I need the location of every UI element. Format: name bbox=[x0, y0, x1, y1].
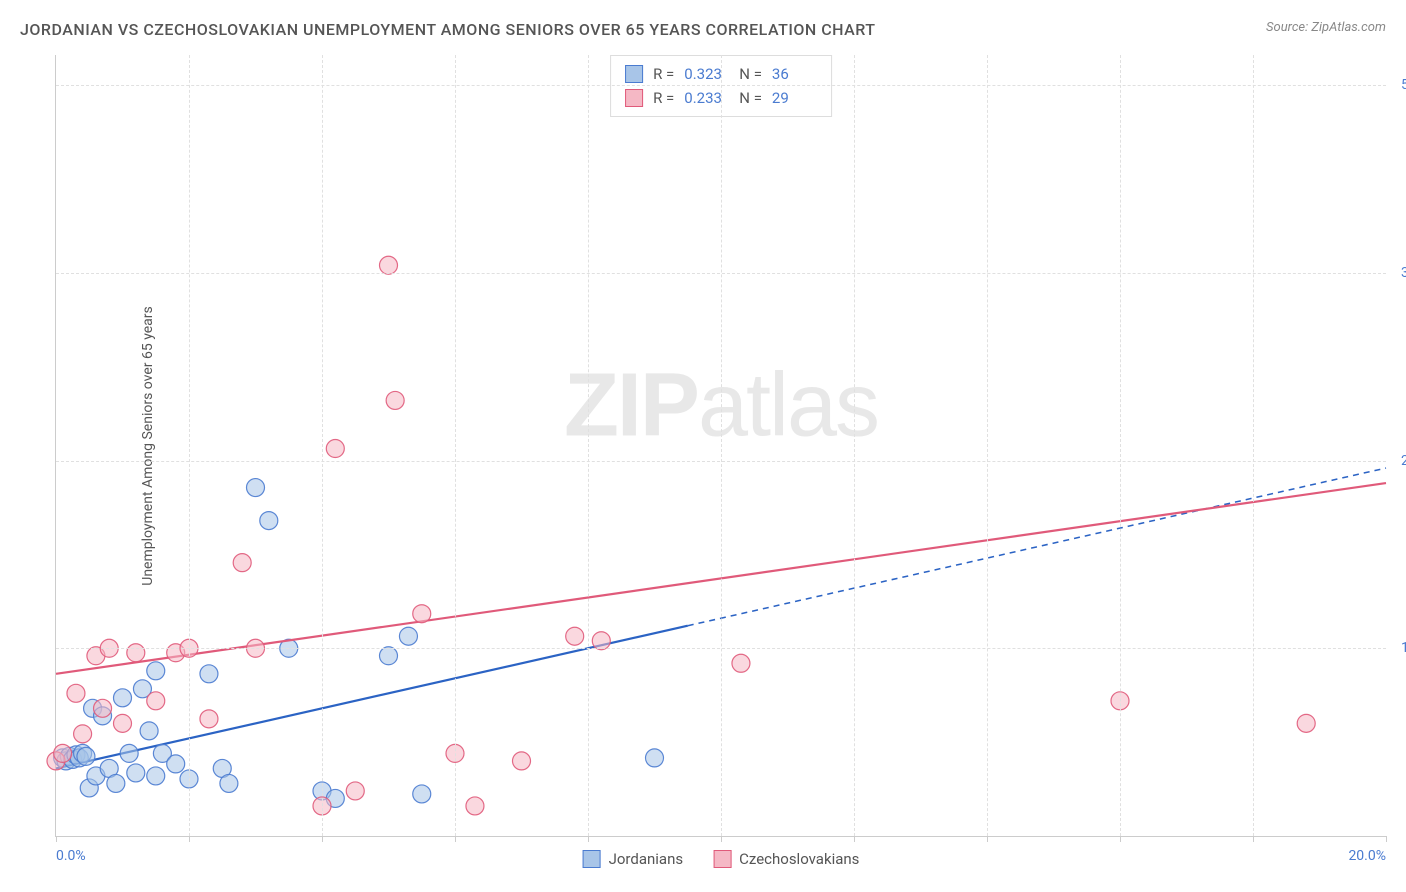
data-point bbox=[646, 749, 664, 767]
x-tick-mark bbox=[189, 836, 190, 842]
chart-container: JORDANIAN VS CZECHOSLOVAKIAN UNEMPLOYMEN… bbox=[0, 0, 1406, 892]
grid-line-vertical bbox=[721, 55, 722, 836]
data-point bbox=[147, 767, 165, 785]
data-point bbox=[147, 662, 165, 680]
x-tick-mark bbox=[1120, 836, 1121, 842]
data-point bbox=[127, 764, 145, 782]
y-tick-label: 50.0% bbox=[1391, 77, 1406, 93]
data-point bbox=[732, 654, 750, 672]
legend-swatch bbox=[625, 65, 643, 83]
grid-line-vertical bbox=[1120, 55, 1121, 836]
data-point bbox=[140, 722, 158, 740]
data-point bbox=[77, 747, 95, 765]
data-point bbox=[380, 647, 398, 665]
data-point bbox=[413, 605, 431, 623]
data-point bbox=[167, 755, 185, 773]
grid-line-vertical bbox=[322, 55, 323, 836]
data-point bbox=[592, 632, 610, 650]
legend-item: Czechoslovakians bbox=[713, 850, 859, 868]
legend-label: Jordanians bbox=[609, 850, 684, 868]
source-attribution: Source: ZipAtlas.com bbox=[1266, 20, 1386, 35]
x-tick-mark bbox=[854, 836, 855, 842]
data-point bbox=[566, 627, 584, 645]
data-point bbox=[346, 782, 364, 800]
chart-title: JORDANIAN VS CZECHOSLOVAKIAN UNEMPLOYMEN… bbox=[20, 20, 876, 39]
x-tick-mark bbox=[455, 836, 456, 842]
data-point bbox=[200, 665, 218, 683]
data-point bbox=[54, 744, 72, 762]
data-point bbox=[260, 512, 278, 530]
grid-line-vertical bbox=[987, 55, 988, 836]
legend-label: Czechoslovakians bbox=[739, 850, 859, 868]
data-point bbox=[114, 714, 132, 732]
data-point bbox=[247, 479, 265, 497]
data-point bbox=[513, 752, 531, 770]
x-tick-mark bbox=[1253, 836, 1254, 842]
series-legend: Jordanians Czechoslovakians bbox=[583, 850, 860, 868]
data-point bbox=[466, 797, 484, 815]
data-point bbox=[147, 692, 165, 710]
stat-r-label: R = bbox=[653, 86, 674, 110]
x-tick-mark bbox=[588, 836, 589, 842]
data-point bbox=[127, 644, 145, 662]
stat-n-value: 29 bbox=[772, 86, 817, 110]
data-point bbox=[380, 256, 398, 274]
trend-line-extrapolated bbox=[688, 468, 1386, 626]
data-point bbox=[74, 725, 92, 743]
x-tick-mark bbox=[1386, 836, 1387, 842]
grid-line-vertical bbox=[588, 55, 589, 836]
legend-swatch bbox=[713, 850, 731, 868]
stat-n-label: N = bbox=[739, 62, 762, 86]
data-point bbox=[399, 627, 417, 645]
legend-swatch bbox=[625, 89, 643, 107]
data-point bbox=[220, 774, 238, 792]
data-point bbox=[120, 744, 138, 762]
x-tick-mark bbox=[721, 836, 722, 842]
grid-line-vertical bbox=[189, 55, 190, 836]
data-point bbox=[386, 391, 404, 409]
grid-line-vertical bbox=[1253, 55, 1254, 836]
grid-line-vertical bbox=[854, 55, 855, 836]
y-tick-label: 25.0% bbox=[1391, 453, 1406, 469]
data-point bbox=[1297, 714, 1315, 732]
stat-r-value: 0.323 bbox=[684, 62, 729, 86]
data-point bbox=[107, 774, 125, 792]
legend-swatch bbox=[583, 850, 601, 868]
stat-r-label: R = bbox=[653, 62, 674, 86]
x-axis-max-label: 20.0% bbox=[1348, 848, 1386, 864]
x-axis-min-label: 0.0% bbox=[56, 848, 86, 864]
x-tick-mark bbox=[56, 836, 57, 842]
data-point bbox=[200, 710, 218, 728]
data-point bbox=[67, 684, 85, 702]
legend-item: Jordanians bbox=[583, 850, 684, 868]
stat-r-value: 0.233 bbox=[684, 86, 729, 110]
data-point bbox=[114, 689, 132, 707]
data-point bbox=[233, 554, 251, 572]
x-tick-mark bbox=[322, 836, 323, 842]
data-point bbox=[94, 699, 112, 717]
grid-line-vertical bbox=[455, 55, 456, 836]
stat-n-value: 36 bbox=[772, 62, 817, 86]
data-point bbox=[413, 785, 431, 803]
stat-n-label: N = bbox=[739, 86, 762, 110]
data-point bbox=[326, 440, 344, 458]
plot-area: ZIPatlas R = 0.323 N = 36 R = 0.233 N = … bbox=[55, 55, 1386, 837]
x-tick-mark bbox=[987, 836, 988, 842]
y-tick-label: 12.5% bbox=[1391, 640, 1406, 656]
y-tick-label: 37.5% bbox=[1391, 265, 1406, 281]
